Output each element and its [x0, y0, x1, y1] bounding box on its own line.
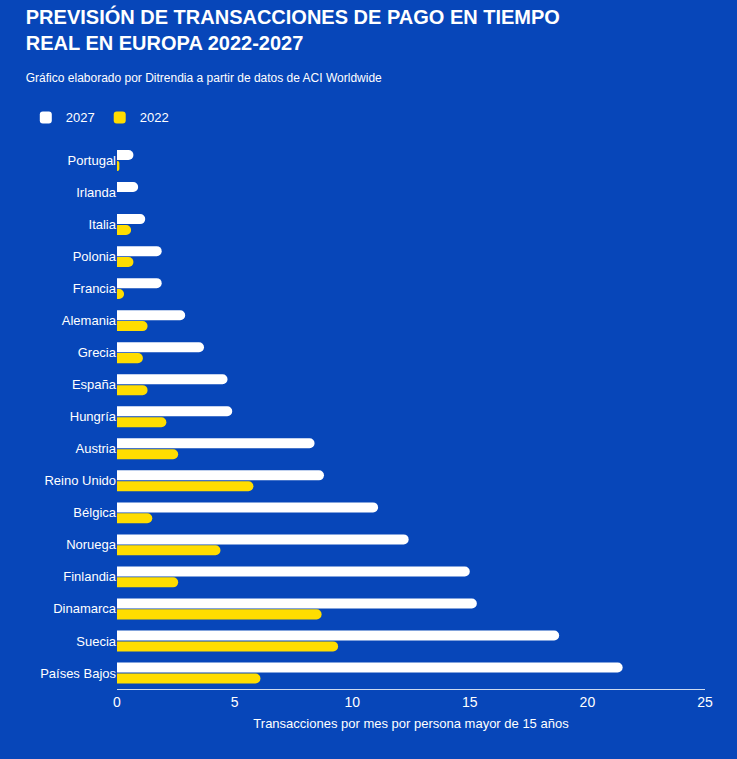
svg-text:Países Bajos: Países Bajos [40, 666, 116, 681]
svg-text:Bélgica: Bélgica [73, 505, 116, 520]
svg-text:Francia: Francia [73, 281, 117, 296]
svg-text:Dinamarca: Dinamarca [53, 601, 117, 616]
svg-text:Finlandia: Finlandia [63, 569, 117, 584]
svg-text:Irlanda: Irlanda [76, 185, 117, 200]
svg-text:Alemania: Alemania [62, 313, 117, 328]
svg-text:Transacciones por mes por pers: Transacciones por mes por persona mayor … [253, 716, 569, 731]
svg-text:España: España [72, 377, 117, 392]
svg-text:5: 5 [231, 694, 239, 710]
svg-text:2027: 2027 [66, 110, 95, 125]
svg-text:Suecia: Suecia [76, 634, 117, 649]
svg-text:PREVISIÓN DE TRANSACCIONES DE: PREVISIÓN DE TRANSACCIONES DE PAGO EN TI… [26, 5, 560, 54]
svg-text:Italia: Italia [89, 217, 117, 232]
svg-text:2022: 2022 [140, 110, 169, 125]
svg-text:Grecia: Grecia [78, 345, 117, 360]
svg-text:20: 20 [580, 694, 596, 710]
svg-text:Austria: Austria [76, 441, 117, 456]
svg-text:Noruega: Noruega [66, 537, 117, 552]
svg-text:Portugal: Portugal [68, 153, 117, 168]
svg-text:Reino Unido: Reino Unido [44, 473, 116, 488]
svg-text:10: 10 [344, 694, 360, 710]
svg-text:25: 25 [697, 694, 713, 710]
svg-text:Hungría: Hungría [70, 409, 117, 424]
svg-text:Gráfico elaborado por Ditrendi: Gráfico elaborado por Ditrendia a partir… [26, 71, 382, 85]
svg-text:0: 0 [113, 694, 121, 710]
svg-text:15: 15 [462, 694, 478, 710]
svg-text:Polonia: Polonia [73, 249, 117, 264]
